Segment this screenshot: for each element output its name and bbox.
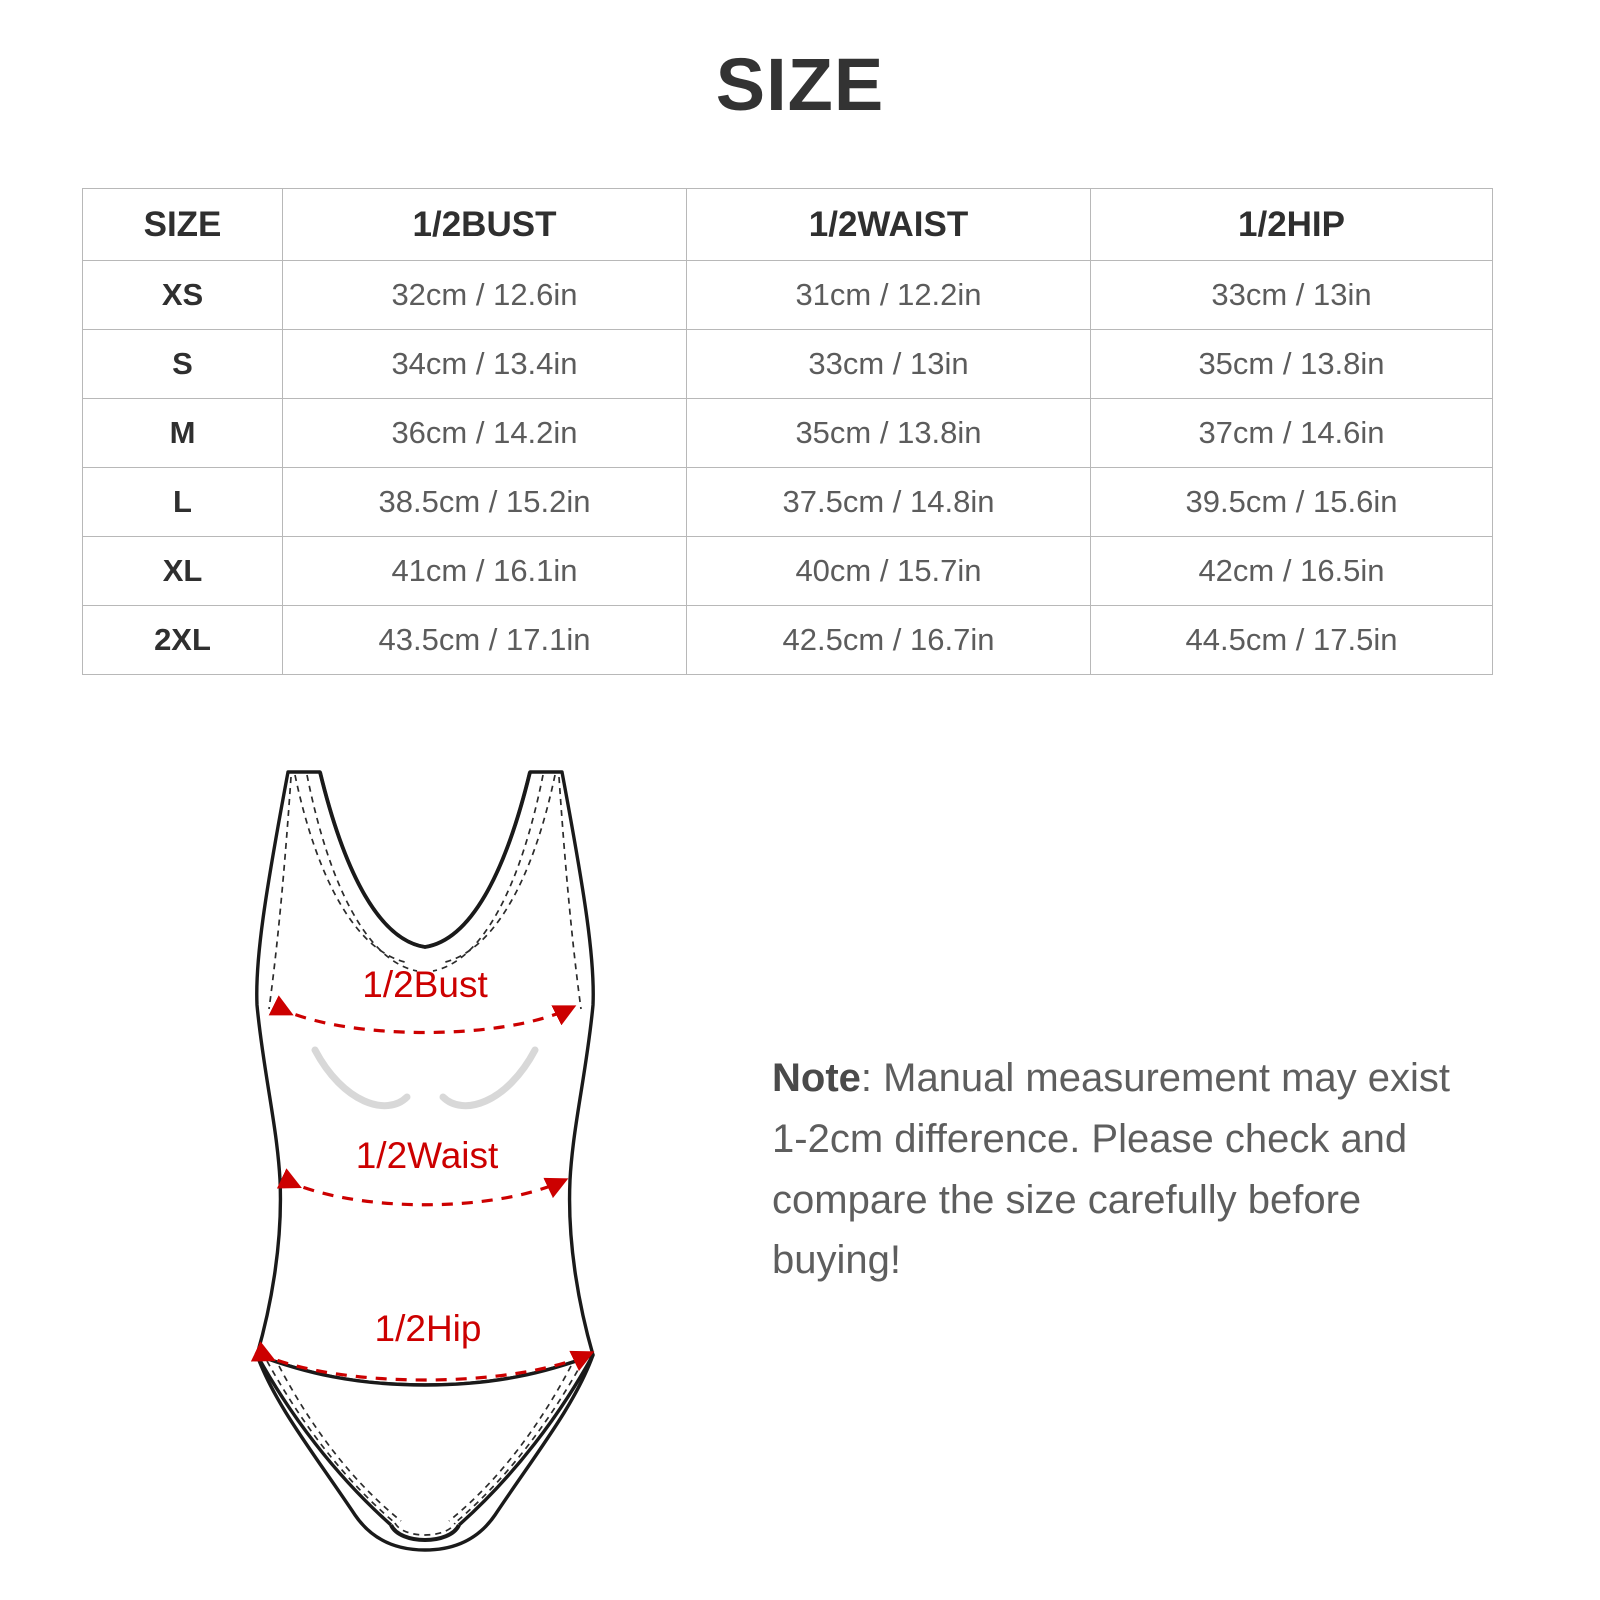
left-leg-opening-edge bbox=[255, 1354, 393, 1527]
crotch-bottom-edge bbox=[389, 1523, 461, 1542]
cell-hip: 42cm / 16.5in bbox=[1090, 536, 1493, 606]
table-row: L 38.5cm / 15.2in 37.5cm / 14.8in 39.5cm… bbox=[82, 467, 1493, 537]
stitch-left-leg-b bbox=[278, 1365, 402, 1522]
stitch-right-armhole bbox=[558, 776, 582, 1010]
cell-hip: 33cm / 13in bbox=[1090, 260, 1493, 330]
column-header-size: SIZE bbox=[82, 188, 283, 261]
table-row: 2XL 43.5cm / 17.1in 42.5cm / 16.7in 44.5… bbox=[82, 605, 1493, 675]
page-title: SIZE bbox=[715, 43, 885, 126]
waist-measure-label: 1/2Waist bbox=[356, 1135, 499, 1176]
cell-hip: 39.5cm / 15.6in bbox=[1090, 467, 1493, 537]
cell-waist: 42.5cm / 16.7in bbox=[686, 605, 1091, 675]
bust-measure-line bbox=[268, 995, 577, 1035]
cell-bust: 34cm / 13.4in bbox=[282, 329, 687, 399]
brief-front-panel bbox=[255, 1353, 595, 1552]
column-header-hip: 1/2HIP bbox=[1090, 188, 1493, 261]
bust-shaping-curves bbox=[311, 1046, 539, 1110]
bust-curve-left bbox=[311, 1046, 411, 1110]
cell-hip: 37cm / 14.6in bbox=[1090, 398, 1493, 468]
swimsuit-measurement-diagram: 1/2Bust 1/2Waist 1/2Hip bbox=[195, 725, 655, 1595]
note-text: : Manual measurement may exist 1-2cm dif… bbox=[772, 1056, 1451, 1283]
cell-waist: 40cm / 15.7in bbox=[686, 536, 1091, 606]
table-row: XL 41cm / 16.1in 40cm / 15.7in 42cm / 16… bbox=[82, 536, 1493, 606]
cell-hip: 44.5cm / 17.5in bbox=[1090, 605, 1493, 675]
topstitch-lines bbox=[266, 774, 584, 1536]
size-chart-table: SIZE 1/2BUST 1/2WAIST 1/2HIP XS 32cm / 1… bbox=[82, 188, 1493, 675]
right-leg-opening-edge bbox=[457, 1354, 595, 1527]
table-header-row: SIZE 1/2BUST 1/2WAIST 1/2HIP bbox=[82, 188, 1493, 261]
cell-bust: 36cm / 14.2in bbox=[282, 398, 687, 468]
cell-size: XS bbox=[82, 260, 283, 330]
cell-hip: 35cm / 13.8in bbox=[1090, 329, 1493, 399]
right-strap-inner-edge bbox=[440, 779, 553, 962]
cell-waist: 37.5cm / 14.8in bbox=[686, 467, 1091, 537]
waist-measure-line bbox=[276, 1168, 569, 1207]
stitch-right-strap-b bbox=[432, 774, 544, 972]
table-row: XS 32cm / 12.6in 31cm / 12.2in 33cm / 13… bbox=[82, 260, 1493, 330]
bust-measure-label: 1/2Bust bbox=[362, 964, 488, 1005]
stitch-right-leg-a bbox=[454, 1360, 584, 1524]
column-header-bust: 1/2BUST bbox=[282, 188, 687, 261]
swimsuit-body-outline bbox=[255, 770, 595, 1387]
bust-curve-right bbox=[439, 1046, 539, 1110]
cell-bust: 38.5cm / 15.2in bbox=[282, 467, 687, 537]
cell-size: 2XL bbox=[82, 605, 283, 675]
cell-size: XL bbox=[82, 536, 283, 606]
hip-measure-line bbox=[250, 1341, 595, 1382]
cell-size: S bbox=[82, 329, 283, 399]
left-strap-inner-edge bbox=[297, 779, 410, 962]
neckline-scoop-edge bbox=[318, 771, 532, 949]
cell-size: M bbox=[82, 398, 283, 468]
note-label: Note bbox=[772, 1056, 861, 1100]
stitch-left-strap-a bbox=[294, 774, 410, 964]
cell-bust: 32cm / 12.6in bbox=[282, 260, 687, 330]
stitch-left-leg-a bbox=[266, 1360, 396, 1524]
cell-bust: 43.5cm / 17.1in bbox=[282, 605, 687, 675]
stitch-right-leg-b bbox=[448, 1365, 572, 1522]
stitch-right-strap-a bbox=[440, 774, 556, 964]
cell-waist: 35cm / 13.8in bbox=[686, 398, 1091, 468]
cell-waist: 31cm / 12.2in bbox=[686, 260, 1091, 330]
table-row: M 36cm / 14.2in 35cm / 13.8in 37cm / 14.… bbox=[82, 398, 1493, 468]
table-row: S 34cm / 13.4in 33cm / 13in 35cm / 13.8i… bbox=[82, 329, 1493, 399]
cell-size: L bbox=[82, 467, 283, 537]
measurement-note: Note: Manual measurement may exist 1-2cm… bbox=[772, 1048, 1492, 1291]
stitch-left-armhole bbox=[268, 776, 292, 1010]
hip-measure-label: 1/2Hip bbox=[375, 1308, 482, 1349]
cell-bust: 41cm / 16.1in bbox=[282, 536, 687, 606]
cell-waist: 33cm / 13in bbox=[686, 329, 1091, 399]
column-header-waist: 1/2WAIST bbox=[686, 188, 1091, 261]
stitch-left-strap-b bbox=[306, 774, 418, 972]
stitch-crotch bbox=[394, 1522, 456, 1536]
